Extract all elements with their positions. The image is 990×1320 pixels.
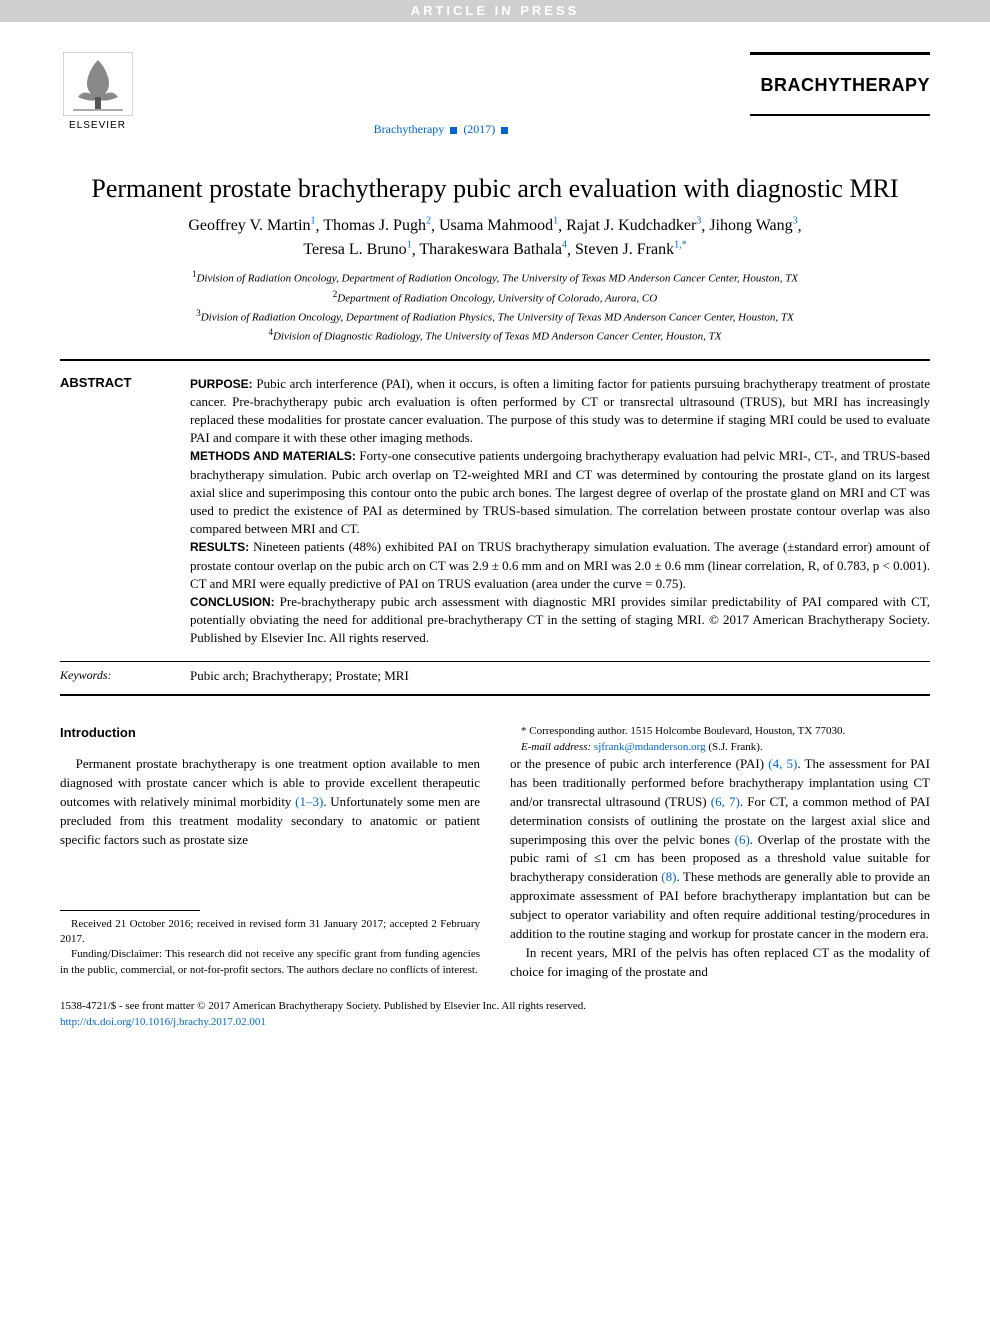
affiliation: 4Division of Diagnostic Radiology, The U… — [80, 326, 910, 345]
footnote-email: E-mail address: sjfrank@mdanderson.org (… — [510, 740, 930, 755]
affiliations: 1Division of Radiation Oncology, Departm… — [0, 262, 990, 358]
journal-ref-link[interactable]: Brachytherapy (2017) — [374, 122, 512, 136]
doi-link[interactable]: http://dx.doi.org/10.1016/j.brachy.2017.… — [60, 1016, 266, 1028]
author: Teresa L. Bruno1 — [303, 241, 411, 258]
abstract-purpose-label: PURPOSE: — [190, 377, 253, 391]
publisher-logo: ELSEVIER — [60, 52, 135, 142]
affiliation: 1Division of Radiation Oncology, Departm… — [80, 268, 910, 287]
journal-logo-topline — [750, 52, 930, 55]
journal-logo: BRACHYTHERAPY — [750, 52, 930, 116]
author-corresponding: Steven J. Frank1,* — [575, 241, 687, 258]
abstract-label: ABSTRACT — [60, 375, 190, 648]
affiliation: 2Department of Radiation Oncology, Unive… — [80, 288, 910, 307]
email-link[interactable]: sjfrank@mdanderson.org — [594, 741, 706, 753]
abstract-section: ABSTRACT PURPOSE: Pubic arch interferenc… — [0, 361, 990, 662]
abstract-conclusion-text: Pre-brachytherapy pubic arch assessment … — [190, 594, 930, 645]
abstract-conclusion-label: CONCLUSION: — [190, 595, 275, 609]
citation-link[interactable]: (8) — [661, 869, 676, 884]
intro-heading: Introduction — [60, 724, 480, 743]
citation-link[interactable]: (6, 7) — [711, 794, 740, 809]
citation-link[interactable]: (1–3) — [295, 794, 323, 809]
intro-para-1: Permanent prostate brachytherapy is one … — [60, 755, 480, 849]
citation-link[interactable]: (4, 5) — [768, 756, 797, 771]
journal-logo-text: BRACHYTHERAPY — [750, 75, 930, 96]
author: Usama Mahmood1 — [439, 217, 558, 234]
header-bar: ARTICLE IN PRESS — [0, 0, 990, 22]
top-meta: ELSEVIER Brachytherapy (2017) BRACHYTHER… — [0, 22, 990, 152]
abstract-purpose-text: Pubic arch interference (PAI), when it o… — [190, 376, 930, 446]
article-in-press-banner: ARTICLE IN PRESS — [411, 0, 580, 22]
footnote-received: Received 21 October 2016; received in re… — [60, 917, 480, 948]
keywords-label: Keywords: — [60, 668, 190, 684]
authors-list: Geoffrey V. Martin1, Thomas J. Pugh2, Us… — [0, 214, 990, 263]
affiliation: 3Division of Radiation Oncology, Departm… — [80, 307, 910, 326]
abstract-content: PURPOSE: Pubic arch interference (PAI), … — [190, 375, 930, 648]
issn-line: 1538-4721/$ - see front matter © 2017 Am… — [60, 999, 930, 1014]
author: Thomas J. Pugh2 — [323, 217, 431, 234]
author: Jihong Wang3 — [709, 217, 797, 234]
abstract-results-label: RESULTS: — [190, 540, 249, 554]
publisher-name: ELSEVIER — [69, 120, 126, 131]
author: Rajat J. Kudchadker3 — [566, 217, 701, 234]
intro-para-2: or the presence of pubic arch interferen… — [510, 755, 930, 943]
abstract-results-text: Nineteen patients (48%) exhibited PAI on… — [190, 539, 930, 590]
article-title: Permanent prostate brachytherapy pubic a… — [0, 152, 990, 214]
email-label: E-mail address: — [521, 741, 591, 753]
keywords-section: Keywords: Pubic arch; Brachytherapy; Pro… — [0, 662, 990, 694]
footnote-corresponding: * Corresponding author. 1515 Holcombe Bo… — [510, 724, 930, 739]
email-author-name: (S.J. Frank). — [708, 741, 762, 753]
author: Tharakeswara Bathala4 — [419, 241, 567, 258]
intro-para-3: In recent years, MRI of the pelvis has o… — [510, 944, 930, 982]
body-section: Introduction Permanent prostate brachyth… — [0, 696, 990, 991]
author: Geoffrey V. Martin1 — [188, 217, 315, 234]
abstract-methods-label: METHODS AND MATERIALS: — [190, 449, 356, 463]
citation-link[interactable]: (6) — [735, 832, 750, 847]
keywords-content: Pubic arch; Brachytherapy; Prostate; MRI — [190, 668, 409, 684]
footnote-funding: Funding/Disclaimer: This research did no… — [60, 947, 480, 978]
footnote-rule — [60, 910, 200, 911]
bottom-line: 1538-4721/$ - see front matter © 2017 Am… — [0, 991, 990, 1038]
journal-reference: Brachytherapy (2017) — [135, 52, 750, 137]
journal-logo-underline — [750, 114, 930, 116]
elsevier-tree-icon — [63, 52, 133, 116]
